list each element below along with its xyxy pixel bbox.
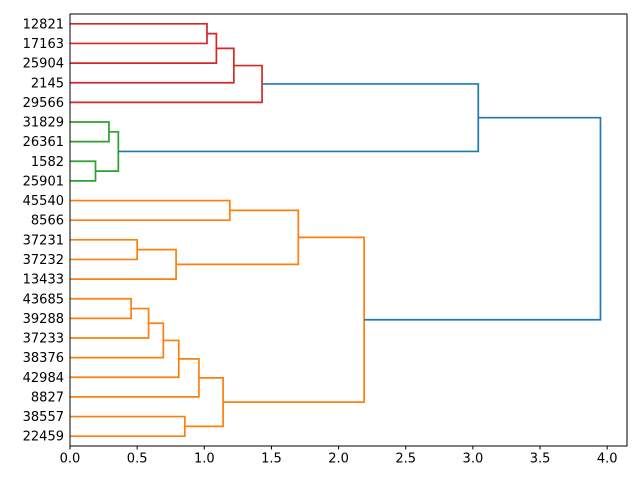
dendrogram-link-o3 xyxy=(70,248,177,280)
dendrogram-link-o12 xyxy=(223,236,365,403)
leaf-label: 1582 xyxy=(31,155,64,170)
leaf-label: 22459 xyxy=(23,430,64,445)
leaf-label: 37233 xyxy=(23,332,64,347)
dendrogram-link-o1 xyxy=(70,199,231,222)
leaf-label: 8566 xyxy=(31,214,64,229)
leaf-label: 37231 xyxy=(23,233,64,248)
leaf-label: 31829 xyxy=(23,116,64,131)
leaf-label: 43685 xyxy=(23,292,64,307)
dendrogram-link-g3 xyxy=(95,130,120,172)
leaf-label: 38376 xyxy=(23,351,64,366)
leaf-label: 8827 xyxy=(31,390,64,405)
dendrogram-link-g1 xyxy=(70,121,110,143)
leaf-label: 29566 xyxy=(23,96,64,111)
x-tick-label: 0.5 xyxy=(127,452,148,467)
leaf-label: 13433 xyxy=(23,273,64,288)
dendrogram-link-o5 xyxy=(70,297,132,320)
leaf-label: 17163 xyxy=(23,37,64,52)
x-tick-label: 1.0 xyxy=(194,452,215,467)
x-tick-label: 4.0 xyxy=(597,452,618,467)
x-tick-label: 3.5 xyxy=(530,452,551,467)
leaf-label: 37232 xyxy=(23,253,64,268)
leaf-label: 38557 xyxy=(23,410,64,425)
x-tick-label: 2.0 xyxy=(328,452,349,467)
leaf-label: 42984 xyxy=(23,371,64,386)
leaf-label: 25901 xyxy=(23,174,64,189)
x-tick-label: 1.5 xyxy=(261,452,282,467)
axes-box xyxy=(69,13,628,447)
dendrogram-link-o11 xyxy=(184,377,224,428)
dendrogram-link-b1 xyxy=(118,83,480,153)
dendrogram-link-o4 xyxy=(176,209,300,266)
leaf-label: 45540 xyxy=(23,194,64,209)
dendrogram-link-o6 xyxy=(70,307,150,339)
leaf-label: 25904 xyxy=(23,57,64,72)
leaf-label: 12821 xyxy=(23,17,64,32)
dendrogram-link-b2 xyxy=(364,116,602,321)
leaf-label: 26361 xyxy=(23,135,64,150)
x-tick-label: 2.5 xyxy=(395,452,416,467)
x-tick-label: 3.0 xyxy=(463,452,484,467)
dendrogram-link-r3 xyxy=(70,47,235,84)
leaf-label: 2145 xyxy=(31,76,64,91)
leaf-label: 39288 xyxy=(23,312,64,327)
dendrogram-link-o8 xyxy=(70,339,180,379)
x-tick-label: 0.0 xyxy=(60,452,81,467)
